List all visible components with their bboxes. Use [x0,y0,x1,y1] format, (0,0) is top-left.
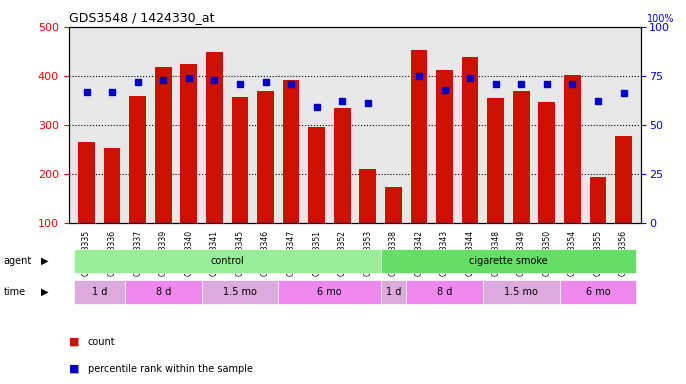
Text: cigarette smoke: cigarette smoke [469,256,547,266]
Text: agent: agent [3,256,32,266]
Bar [125,280,202,304]
Text: 8 d: 8 d [156,287,171,297]
Text: control: control [211,256,244,266]
Text: ■: ■ [69,364,79,374]
Bar [257,91,274,223]
Text: GDS3548 / 1424330_at: GDS3548 / 1424330_at [69,11,214,24]
Bar [483,280,560,304]
Bar [487,98,504,223]
Bar [539,102,555,223]
Text: 100%: 100% [647,14,674,24]
Bar [73,280,125,304]
Bar [232,97,248,223]
Bar [73,249,381,273]
Text: 8 d: 8 d [437,287,452,297]
Text: time: time [3,287,25,297]
Text: 1 d: 1 d [92,287,107,297]
Bar [308,127,325,223]
Text: ▶: ▶ [41,287,49,297]
Bar [462,57,478,223]
Bar [385,187,402,223]
Bar [283,80,299,223]
Bar [590,177,606,223]
Bar [334,108,351,223]
Bar [78,142,95,223]
Bar [381,249,637,273]
Bar [381,280,406,304]
Bar [206,52,223,223]
Text: 6 mo: 6 mo [586,287,611,297]
Text: ▶: ▶ [41,256,49,266]
Bar [436,70,453,223]
Bar [615,136,632,223]
Bar [130,96,146,223]
Bar [155,67,172,223]
Text: 1.5 mo: 1.5 mo [223,287,257,297]
Bar [411,50,427,223]
Bar [564,75,580,223]
Text: 1.5 mo: 1.5 mo [504,287,538,297]
Text: 1 d: 1 d [386,287,401,297]
Bar [180,64,197,223]
Text: count: count [88,337,115,347]
Bar [406,280,483,304]
Text: ■: ■ [69,337,79,347]
Bar [560,280,637,304]
Bar [359,169,376,223]
Bar [513,91,530,223]
Text: 6 mo: 6 mo [317,287,342,297]
Bar [279,280,381,304]
Text: percentile rank within the sample: percentile rank within the sample [88,364,253,374]
Bar [104,148,120,223]
Bar [202,280,279,304]
